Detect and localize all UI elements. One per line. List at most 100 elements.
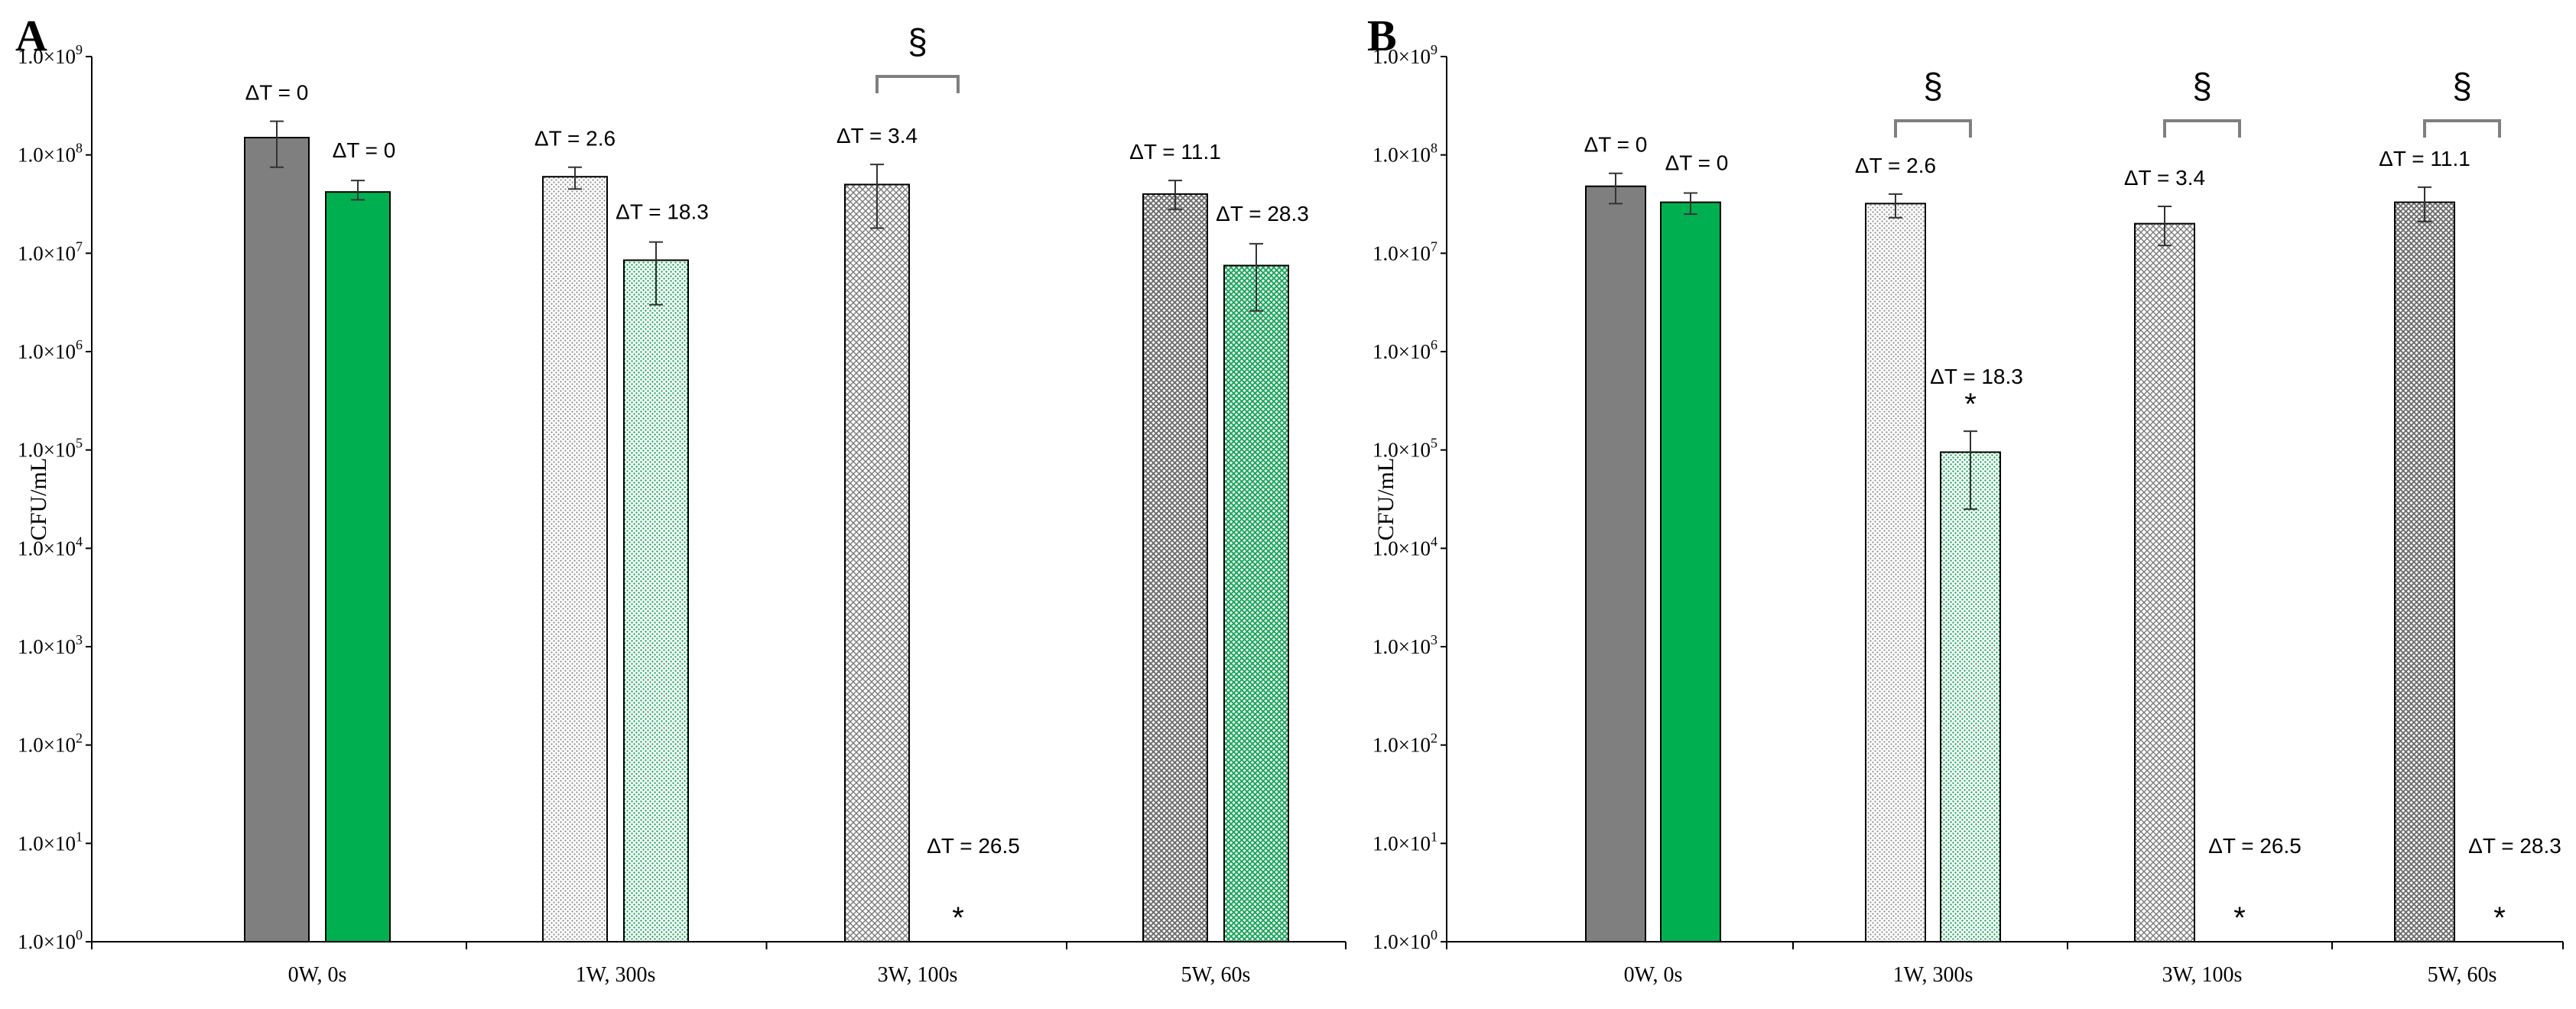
y-tick-label-exponent: 5	[76, 436, 83, 451]
y-tick-label-base: 1.0×10	[1372, 242, 1431, 264]
significance-star: *	[1964, 388, 1977, 421]
y-tick-label: 1.0×105	[18, 436, 83, 462]
panel-b: B1.0×1001.0×1011.0×1021.0×1031.0×1041.0×…	[1367, 11, 2564, 987]
significance-bracket	[875, 75, 960, 93]
y-tick-label-exponent: 6	[1431, 337, 1437, 352]
y-tick-label-exponent: 7	[76, 238, 83, 254]
y-tick-label-base: 1.0×10	[1372, 635, 1431, 658]
y-tick-label-exponent: 9	[76, 42, 83, 57]
y-tick-label-exponent: 4	[1431, 534, 1437, 549]
panel-label: A	[15, 11, 47, 60]
data-label: ΔT = 0	[333, 138, 396, 162]
y-tick-label: 1.0×101	[1372, 829, 1437, 855]
x-tick-label: 1W, 300s	[1893, 963, 1973, 987]
y-tick-label-base: 1.0×10	[1372, 537, 1431, 560]
y-tick-label-base: 1.0×10	[18, 340, 76, 363]
significance-bracket	[1894, 119, 1972, 138]
y-tick-label-exponent: 1	[1431, 829, 1437, 844]
y-tick-label: 1.0×102	[18, 731, 83, 757]
y-tick-label-exponent: 3	[76, 632, 83, 647]
y-tick-label: 1.0×105	[1372, 436, 1437, 462]
data-label: ΔT = 18.3	[616, 200, 709, 224]
y-tick-label: 1.0×107	[1372, 238, 1437, 264]
section-symbol: §	[2192, 66, 2212, 105]
y-tick-label-base: 1.0×10	[1372, 340, 1431, 363]
bar-series1	[2134, 222, 2195, 942]
y-tick-label-base: 1.0×10	[18, 439, 76, 462]
y-tick-label-exponent: 8	[76, 141, 83, 156]
y-tick-label-exponent: 2	[76, 731, 83, 746]
y-tick-label-base: 1.0×10	[18, 242, 76, 264]
y-tick-label-exponent: 8	[1431, 141, 1437, 156]
significance-star: *	[952, 901, 964, 935]
panel-a: A1.0×1001.0×1011.0×1021.0×1031.0×1041.0×…	[15, 11, 1346, 987]
y-tick-label: 1.0×108	[18, 141, 83, 167]
y-tick-label: 1.0×100	[18, 927, 83, 953]
y-tick-label: 1.0×104	[18, 534, 83, 560]
y-tick-label-base: 1.0×10	[1372, 144, 1431, 167]
y-tick-label-exponent: 3	[1431, 632, 1437, 647]
panel-label: B	[1367, 11, 1397, 60]
y-tick-label: 1.0×103	[18, 632, 83, 658]
y-tick-label-base: 1.0×10	[1372, 832, 1431, 855]
y-tick-label: 1.0×106	[1372, 337, 1437, 363]
y-tick-label-base: 1.0×10	[18, 930, 76, 953]
data-label: ΔT = 2.6	[1855, 154, 1936, 177]
y-axis-title: CFU/mL	[1373, 458, 1398, 540]
data-label: ΔT = 0	[1665, 151, 1729, 174]
y-tick-label-base: 1.0×10	[18, 635, 76, 658]
x-tick-label: 5W, 60s	[1181, 963, 1251, 987]
data-label: ΔT = 2.6	[534, 127, 616, 151]
data-label: ΔT = 26.5	[2208, 834, 2302, 858]
y-tick-label: 1.0×106	[18, 337, 83, 363]
x-tick-label: 3W, 100s	[878, 963, 958, 987]
y-tick-label: 1.0×108	[1372, 141, 1437, 167]
y-axis-title: CFU/mL	[26, 458, 51, 540]
y-tick-label-base: 1.0×10	[18, 45, 76, 68]
y-tick-label-base: 1.0×10	[1372, 45, 1431, 68]
y-tick-label-exponent: 5	[1431, 436, 1437, 451]
bar-series1	[2394, 201, 2455, 942]
x-tick-label: 0W, 0s	[1624, 963, 1683, 987]
y-tick-label-base: 1.0×10	[18, 537, 76, 560]
data-label: ΔT = 28.3	[2468, 834, 2561, 858]
bar-series1	[1142, 193, 1208, 942]
y-tick-label-exponent: 2	[1431, 731, 1437, 746]
y-tick-label: 1.0×104	[1372, 534, 1437, 560]
y-tick-label-exponent: 4	[76, 534, 83, 549]
significance-star: *	[2233, 901, 2246, 935]
y-tick-label: 1.0×103	[1372, 632, 1437, 658]
data-label: ΔT = 18.3	[1930, 365, 2023, 388]
bar-series2	[1223, 264, 1289, 942]
x-tick-label: 0W, 0s	[288, 963, 347, 987]
section-symbol: §	[908, 21, 927, 61]
section-symbol: §	[1923, 66, 1943, 105]
y-tick-label-base: 1.0×10	[1372, 734, 1431, 757]
bar-series1	[1865, 203, 1926, 943]
significance-bracket	[2163, 119, 2241, 138]
bar-series2	[325, 191, 391, 943]
y-tick-label: 1.0×109	[18, 42, 83, 68]
significance-bracket	[2423, 119, 2501, 138]
y-tick-label-exponent: 7	[1431, 238, 1437, 254]
y-tick-label-base: 1.0×10	[1372, 439, 1431, 462]
data-label: ΔT = 0	[1584, 133, 1648, 157]
y-tick-label-exponent: 1	[76, 829, 83, 844]
y-tick-label-exponent: 6	[76, 337, 83, 352]
bar-series1	[244, 137, 310, 942]
data-label: ΔT = 11.1	[1129, 140, 1221, 164]
data-label: ΔT = 3.4	[2124, 166, 2205, 190]
data-label: ΔT = 11.1	[2379, 147, 2470, 170]
y-tick-label: 1.0×101	[18, 829, 83, 855]
bar-series1	[1585, 185, 1646, 942]
significance-star: *	[2493, 901, 2506, 935]
x-tick-label: 1W, 300s	[576, 963, 656, 987]
x-tick-label: 5W, 60s	[2428, 963, 2497, 987]
y-tick-label-base: 1.0×10	[18, 144, 76, 167]
y-tick-label-base: 1.0×10	[18, 832, 76, 855]
y-tick-label: 1.0×107	[18, 238, 83, 264]
bar-series1	[542, 176, 608, 943]
y-tick-label-base: 1.0×10	[18, 734, 76, 757]
bar-series2	[1940, 451, 2001, 942]
